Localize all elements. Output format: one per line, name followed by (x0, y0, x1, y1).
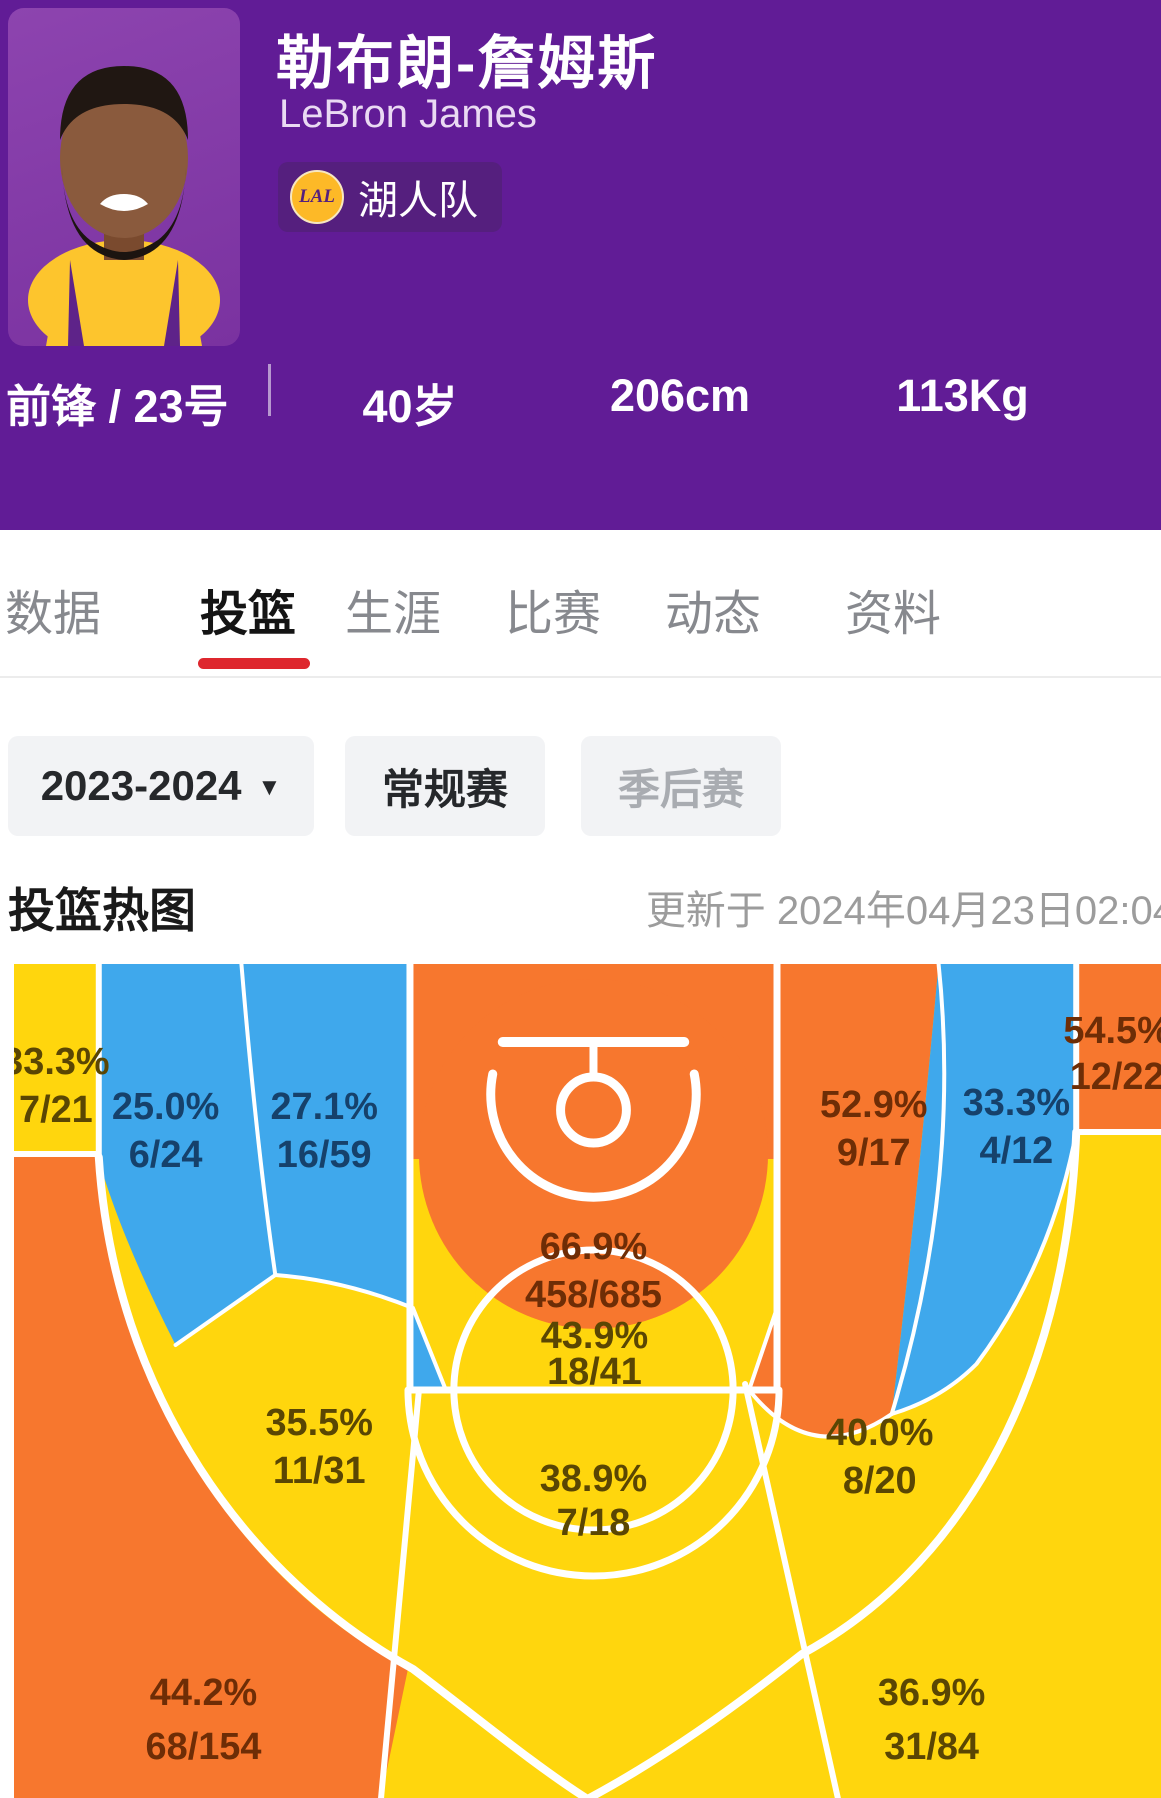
tab-shooting[interactable]: 投篮 (200, 588, 297, 641)
player-info-bar: 前锋 / 23号 40岁 206cm 113Kg (0, 356, 1161, 436)
player-avatar-drawing (28, 66, 220, 346)
season-dropdown[interactable]: 2023-2024 ▼ (8, 736, 314, 836)
shot-chart-court: 33.3% 7/21 25.0% 6/24 27.1% 16/59 66.9% … (14, 964, 1161, 1798)
zone-label: 68/154 (146, 1726, 262, 1768)
zone-left-close-blue (98, 964, 446, 1390)
zone-label: 11/31 (273, 1450, 366, 1492)
active-tab-underline (198, 658, 310, 669)
court-lines (14, 964, 1161, 1798)
rim-circle (556, 1072, 631, 1148)
zone-label: 44.2% (150, 1672, 257, 1714)
zone-label: 35.5% (265, 1402, 372, 1444)
tab-news[interactable]: 动态 (665, 588, 762, 641)
zone-label: 38.9% (540, 1458, 647, 1500)
regular-season-button[interactable]: 常规赛 (345, 736, 545, 836)
zone-label: 18/41 (547, 1351, 642, 1393)
shot-chart: 33.3% 7/21 25.0% 6/24 27.1% 16/59 66.9% … (14, 964, 1161, 1798)
player-header: 勒布朗-詹姆斯 LeBron James LAL 湖人队 前锋 / 23号 40… (0, 0, 1161, 530)
player-weight: 113Kg (896, 370, 1029, 421)
zone-right-corner-3 (1076, 964, 1161, 1132)
team-logo-icon: LAL (290, 170, 344, 224)
zone-label: 31/84 (884, 1726, 979, 1768)
zone-paint-circle (418, 979, 769, 1329)
team-name: 湖人队 (358, 179, 478, 223)
zone-label: 16/59 (277, 1134, 372, 1176)
zone-label: 7/21 (19, 1089, 93, 1131)
team-chip[interactable]: LAL 湖人队 (278, 162, 502, 232)
zone-label: 8/20 (843, 1460, 917, 1502)
tab-bar: 数据 投篮 生涯 比赛 动态 资料 (0, 530, 1161, 678)
player-name-cn: 勒布朗-詹姆斯 (276, 31, 658, 96)
zone-label: 33.3% (14, 1041, 110, 1083)
zone-label: 25.0% (112, 1086, 219, 1128)
player-height: 206cm (609, 370, 751, 421)
season-label: 2023-2024 (40, 762, 242, 809)
zone-labels: 33.3% 7/21 25.0% 6/24 27.1% 16/59 66.9% … (14, 1010, 1161, 1768)
playoffs-button[interactable]: 季后赛 (581, 736, 781, 836)
zone-right-elbow-close (749, 964, 939, 1437)
tab-career[interactable]: 生涯 (345, 588, 442, 641)
zone-label: 43.9% (541, 1315, 648, 1357)
position-number: 前锋 / 23号 (6, 381, 229, 432)
zone-label: 4/12 (980, 1130, 1054, 1172)
tab-games[interactable]: 比赛 (505, 588, 602, 641)
zone-label: 66.9% (540, 1226, 647, 1268)
player-photo (8, 8, 240, 346)
restricted-arc (486, 1069, 701, 1202)
tab-data[interactable]: 数据 (5, 588, 102, 641)
player-name-en: LeBron James (279, 92, 537, 136)
chevron-down-icon: ▼ (257, 774, 282, 801)
zone-label: 7/18 (557, 1502, 631, 1544)
zone-lane-low (464, 1284, 725, 1390)
zone-label: 54.5% (1063, 1010, 1161, 1052)
zone-label: 40.0% (826, 1412, 933, 1454)
updated-timestamp: 更新于 2024年04月23日02:04 (645, 889, 1161, 933)
info-divider (268, 364, 271, 416)
tab-profile[interactable]: 资料 (845, 588, 942, 641)
zone-label: 9/17 (837, 1132, 911, 1174)
zone-label: 458/685 (525, 1274, 662, 1316)
zone-label: 52.9% (820, 1084, 927, 1126)
filter-bar: 2023-2024 ▼ 常规赛 季后赛 (8, 736, 1161, 836)
zone-label: 6/24 (129, 1134, 203, 1176)
zone-label: 27.1% (270, 1086, 377, 1128)
zone-label: 36.9% (878, 1672, 985, 1714)
zone-label: 12/22 (1070, 1056, 1161, 1098)
section-title: 投篮热图 (8, 884, 196, 937)
zone-label: 33.3% (963, 1082, 1070, 1124)
zone-left-wing-3 (14, 1154, 408, 1798)
zone-right-close-blue (891, 964, 1077, 1414)
section-head: 投篮热图 更新于 2024年04月23日02:04 (0, 872, 1161, 937)
player-age: 40岁 (362, 381, 458, 432)
